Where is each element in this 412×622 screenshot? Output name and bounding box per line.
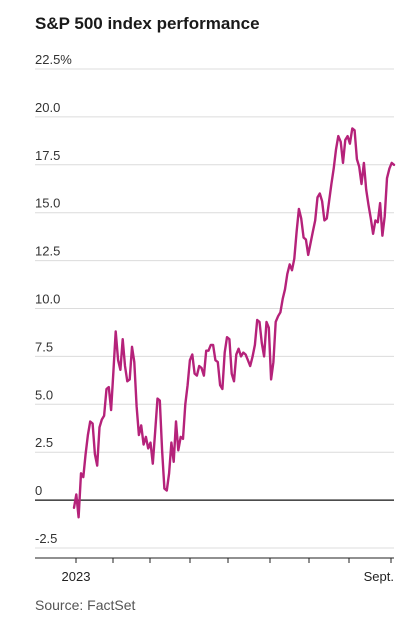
source-note: Source: FactSet [35, 597, 136, 613]
chart-title: S&P 500 index performance [35, 14, 260, 33]
y-tick-label: 7.5 [35, 339, 53, 354]
y-tick-label: 20.0 [35, 100, 60, 115]
x-tick-label: 2023 [62, 569, 91, 584]
y-tick-label: 2.5 [35, 435, 53, 450]
y-tick-label: 15.0 [35, 196, 60, 211]
series-layer [72, 127, 396, 519]
y-tick-label: -2.5 [35, 531, 57, 546]
y-tick-label: 0 [35, 483, 42, 498]
y-tick-label: 12.5 [35, 244, 60, 259]
y-tick-label: 10.0 [35, 292, 60, 307]
y-tick-label: 5.0 [35, 387, 53, 402]
y-tick-label: 17.5 [35, 148, 60, 163]
y-tick-label: 22.5% [35, 52, 72, 67]
x-tick-label: Sept. [364, 569, 394, 584]
series-line [72, 127, 396, 519]
y-axis-tick-labels: -2.5 0 2.5 5.0 7.5 10.0 12.5 15.0 17.5 20.0 22.5% [35, 52, 72, 546]
x-axis: 2023 Sept. [35, 557, 394, 584]
line-chart: -2.502.55.07.510.012.515.017.520.022.5% … [35, 52, 396, 584]
